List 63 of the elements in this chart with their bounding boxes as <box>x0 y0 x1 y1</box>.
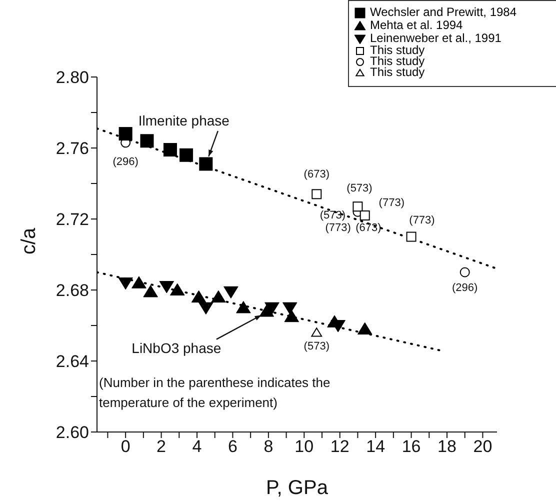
annotation: (773) <box>378 196 404 209</box>
y-tick-label: 2.80 <box>56 68 89 88</box>
point <box>236 301 251 314</box>
point <box>170 283 185 296</box>
point <box>282 302 298 314</box>
annotation: (Number in the parenthese indicates the temperature of the experiment) <box>99 374 332 412</box>
x-tick-label: 16 <box>402 437 421 456</box>
y-tick-label: 2.60 <box>56 423 89 442</box>
legend-label: Mehta et al. 1994 <box>370 18 463 32</box>
x-tick-label: 12 <box>330 437 350 456</box>
x-tick-label: 2 <box>156 437 166 456</box>
x-tick-label: 4 <box>192 437 202 456</box>
y-tick-label: 2.76 <box>56 139 89 158</box>
point <box>259 304 274 317</box>
point <box>327 315 342 328</box>
point <box>180 148 194 162</box>
point <box>198 302 214 314</box>
annotation: (773) <box>409 214 435 227</box>
point <box>143 285 158 298</box>
point <box>406 232 416 242</box>
point <box>199 157 213 171</box>
legend-label: Wechsler and Prewitt, 1984 <box>370 5 517 19</box>
point <box>264 302 280 314</box>
y-tick-label: 2.68 <box>56 281 89 300</box>
legend-label: Leinenweber et al., 1991 <box>370 31 502 45</box>
y-tick-label: 2.64 <box>56 352 89 372</box>
point <box>224 286 238 299</box>
annotation: (296) <box>452 282 478 294</box>
point <box>132 276 146 288</box>
point <box>360 210 370 220</box>
x-tick-label: 14 <box>366 437 386 456</box>
x-tick-label: 10 <box>294 437 314 456</box>
point <box>284 310 300 322</box>
annotation: (673) <box>356 222 382 234</box>
y-tick-label: 2.72 <box>56 210 89 230</box>
point <box>352 202 363 212</box>
annotation: (573) <box>304 340 330 353</box>
point <box>312 189 322 200</box>
point <box>118 127 132 141</box>
legend-label: This study <box>370 43 425 57</box>
x-tick-label: 8 <box>264 437 274 456</box>
point <box>159 281 174 294</box>
x-tick-label: 0 <box>120 437 130 456</box>
annotation: (573) <box>320 209 346 222</box>
x-tick-label: 18 <box>438 437 456 456</box>
x-tick-label: 20 <box>473 437 492 456</box>
annotation: (673) <box>304 168 330 181</box>
y-axis-title: c/a <box>18 226 40 254</box>
point <box>163 143 177 157</box>
point <box>357 322 372 334</box>
annotation: LiNbO3 phase <box>132 340 222 356</box>
point <box>140 134 154 148</box>
point <box>211 290 226 303</box>
annotation: (296) <box>112 156 138 168</box>
annotation: Ilmenite phase <box>138 112 230 129</box>
x-axis-title: P, GPa <box>266 477 329 500</box>
point <box>460 267 470 278</box>
x-tick-label: 6 <box>228 437 238 456</box>
point <box>311 328 322 337</box>
annotation: (773) <box>325 222 351 234</box>
point <box>118 277 133 290</box>
annotation: (573) <box>346 182 372 195</box>
point <box>191 290 206 303</box>
